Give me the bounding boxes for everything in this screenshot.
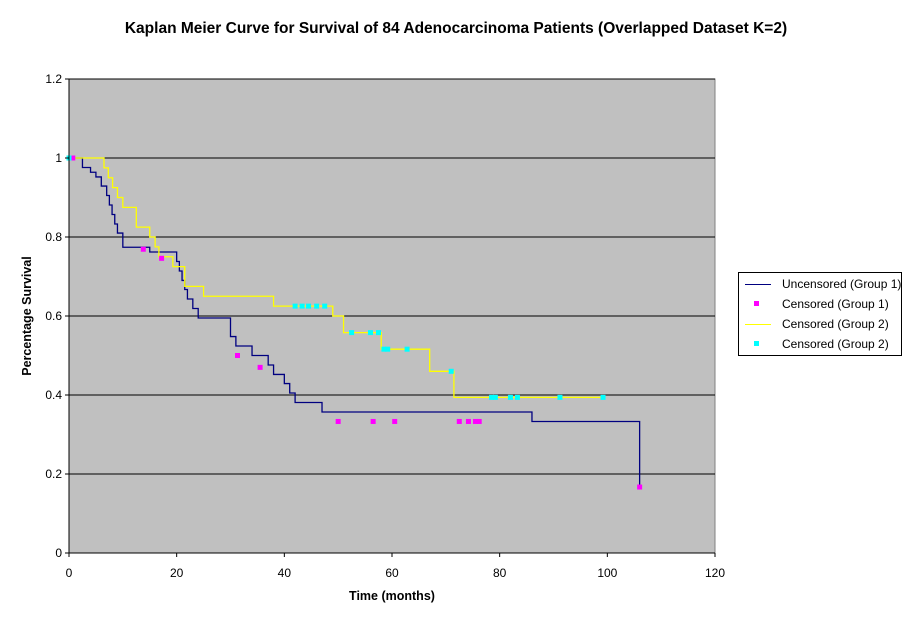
censored-marker	[600, 394, 606, 400]
legend-label: Censored (Group 1)	[782, 297, 889, 311]
censored-marker	[306, 303, 312, 309]
x-tick-label: 120	[705, 566, 725, 580]
censored-marker	[140, 246, 146, 252]
censored-marker	[70, 155, 76, 161]
y-tick-label: 1	[55, 151, 62, 165]
legend-marker-swatch	[754, 341, 759, 346]
x-axis-label: Time (months)	[349, 589, 435, 603]
x-tick-label: 40	[278, 566, 292, 580]
censored-marker	[514, 394, 520, 400]
censored-marker	[472, 418, 478, 424]
legend-label: Uncensored (Group 1)	[782, 277, 902, 291]
censored-marker	[392, 418, 398, 424]
x-tick-label: 100	[597, 566, 617, 580]
censored-marker	[456, 418, 462, 424]
censored-marker	[292, 303, 298, 309]
step-line-series	[69, 157, 605, 399]
y-tick-label: 0.8	[45, 230, 62, 244]
x-tick-label: 20	[170, 566, 184, 580]
censored-marker	[367, 330, 373, 336]
censored-marker	[489, 394, 495, 400]
y-tick-label: 1.2	[45, 72, 62, 86]
axis-ticks: 0 0.2 0.4 0.6 0.8 1 1.2 0 20 40 60 80 100 120	[45, 72, 725, 580]
y-tick-label: 0.6	[45, 309, 62, 323]
x-tick-label: 0	[66, 566, 73, 580]
censored-marker	[404, 346, 410, 352]
y-tick-label: 0.4	[45, 388, 62, 402]
censored-marker	[381, 346, 387, 352]
censored-marker	[507, 394, 513, 400]
censored-marker	[314, 303, 320, 309]
x-tick-label: 80	[493, 566, 507, 580]
legend-marker-swatch	[754, 301, 759, 306]
censored-marker	[349, 330, 355, 336]
y-axis-label: Percentage Survival	[20, 256, 34, 376]
censored-marker	[637, 484, 643, 490]
legend-label: Censored (Group 2)	[782, 337, 889, 351]
legend-item: Censored (Group 2)	[739, 315, 901, 335]
y-tick-label: 0.2	[45, 467, 62, 481]
legend-label: Censored (Group 2)	[782, 317, 889, 331]
censored-marker	[234, 353, 240, 358]
legend-line-swatch	[745, 324, 771, 325]
chart-title: Kaplan Meier Curve for Survival of 84 Ad…	[124, 20, 788, 37]
x-tick-label: 60	[385, 566, 399, 580]
censored-marker	[476, 418, 482, 424]
legend-item: Censored (Group 1)	[739, 295, 901, 315]
censored-marker	[299, 303, 305, 309]
censored-marker	[335, 418, 341, 424]
censored-marker	[492, 394, 498, 400]
censored-marker	[159, 255, 165, 261]
censored-marker	[465, 418, 471, 424]
censored-marker	[322, 303, 328, 309]
y-tick-label: 0	[55, 546, 62, 560]
legend: Uncensored (Group 1) Censored (Group 1) …	[738, 272, 902, 356]
censored-marker	[448, 368, 454, 374]
series-layer	[66, 155, 643, 490]
legend-item: Uncensored (Group 1)	[739, 275, 901, 295]
censored-marker	[376, 330, 382, 336]
gridlines	[69, 78, 715, 475]
censored-marker	[257, 364, 263, 370]
censored-marker	[385, 346, 391, 352]
legend-line-swatch	[745, 284, 771, 285]
censored-marker	[370, 418, 376, 424]
censored-marker	[557, 394, 563, 400]
legend-item: Censored (Group 2)	[739, 335, 901, 355]
